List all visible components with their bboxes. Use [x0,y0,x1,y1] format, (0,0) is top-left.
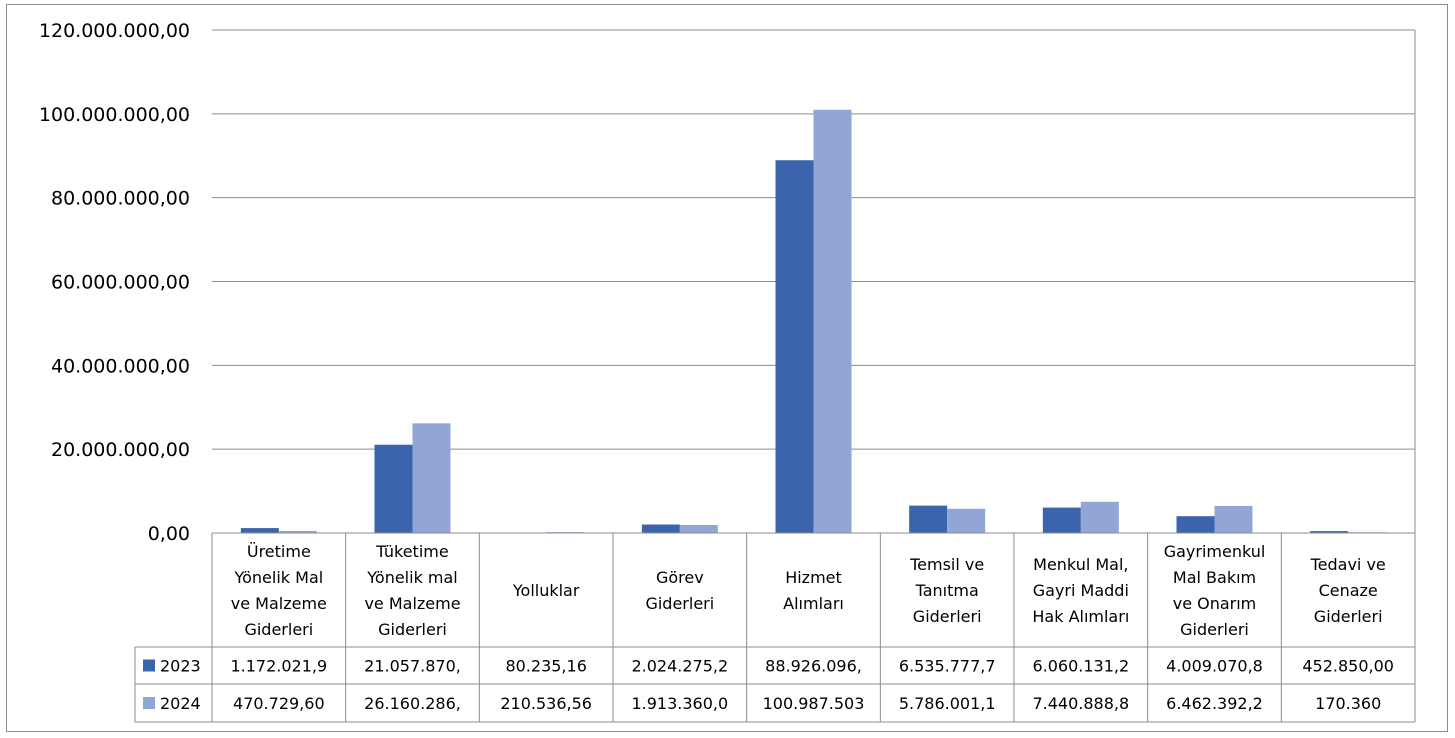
category-label: Yönelik Mal [233,568,323,587]
bar-2024-5 [947,508,986,533]
data-table-value: 7.440.888,8 [1032,694,1129,713]
category-label: Giderleri [1314,607,1383,626]
y-tick-label: 40.000.000,00 [51,355,190,377]
bar-2023-6 [1042,507,1081,533]
bar-2024-0 [278,531,317,533]
data-table-value: 1.913.360,0 [631,694,728,713]
y-tick-label: 120.000.000,00 [39,20,190,42]
y-tick-label: 100.000.000,00 [39,104,190,126]
bar-2024-4 [813,109,852,533]
data-table-value: 26.160.286, [364,694,461,713]
data-table-value: 2.024.275,2 [631,657,728,676]
data-table-value: 4.009.070,8 [1166,657,1263,676]
data-table-value: 1.172.021,9 [230,657,327,676]
data-table-value: 470.729,60 [233,694,325,713]
y-tick-label: 80.000.000,00 [51,188,190,210]
category-label: Giderleri [645,594,714,613]
category-label: Üretime [247,542,311,561]
data-table-value: 170.360 [1315,694,1381,713]
category-label: Yönelik mal [366,568,458,587]
category-label: Tanıtma [915,581,979,600]
bar-2024-3 [679,524,718,533]
category-label: Gayrimenkul [1164,542,1266,561]
category-label: Tedavi ve [1310,555,1386,574]
category-label: ve Onarım [1173,594,1257,613]
bar-2024-7 [1214,505,1253,533]
category-label: Cenaze [1319,581,1378,600]
legend-swatch-2024 [143,697,155,709]
data-table-value: 100.987.503 [763,694,865,713]
data-table-value: 210.536,56 [500,694,592,713]
category-label: Yolluklar [512,581,580,600]
data-table-value: 6.462.392,2 [1166,694,1263,713]
data-table-value: 88.926.096, [765,657,862,676]
category-label: Mal Bakım [1173,568,1256,587]
data-table-value: 21.057.870, [364,657,461,676]
data-table-value: 5.786.001,1 [899,694,996,713]
bar-2023-4 [775,160,814,533]
y-tick-label: 20.000.000,00 [51,439,190,461]
category-label: Alımları [783,594,844,613]
legend-label: 2024 [160,694,201,713]
category-label: Giderleri [1180,620,1249,639]
category-label: Gayri Maddi [1033,581,1129,600]
bar-2023-3 [641,524,680,533]
bar-2024-6 [1080,501,1119,533]
data-table-value: 6.535.777,7 [899,657,996,676]
bar-2024-1 [412,423,451,533]
category-label: Giderleri [378,620,447,639]
category-label: Giderleri [244,620,313,639]
category-label: ve Malzeme [364,594,460,613]
bar-2023-1 [374,444,413,533]
legend-label: 2023 [160,657,201,676]
data-table-value: 452.850,00 [1302,657,1394,676]
bar-2023-0 [240,528,279,533]
category-label: Görev [656,568,704,587]
data-table-value: 80.235,16 [505,657,586,676]
data-table-value: 6.060.131,2 [1032,657,1129,676]
category-label: ve Malzeme [231,594,327,613]
legend-swatch-2023 [143,659,155,672]
bar-2023-8 [1310,531,1349,533]
category-label: Hak Alımları [1032,607,1129,626]
y-tick-label: 60.000.000,00 [51,272,190,294]
category-label: Tüketime [375,542,448,561]
chart-frame [6,4,1448,732]
category-label: Giderleri [913,607,982,626]
category-label: Hizmet [785,568,842,587]
bar-2023-5 [909,505,948,533]
category-label: Temsil ve [909,555,984,574]
bar-2023-7 [1176,516,1215,533]
category-label: Menkul Mal, [1033,555,1128,574]
y-tick-label: 0,00 [148,523,190,545]
